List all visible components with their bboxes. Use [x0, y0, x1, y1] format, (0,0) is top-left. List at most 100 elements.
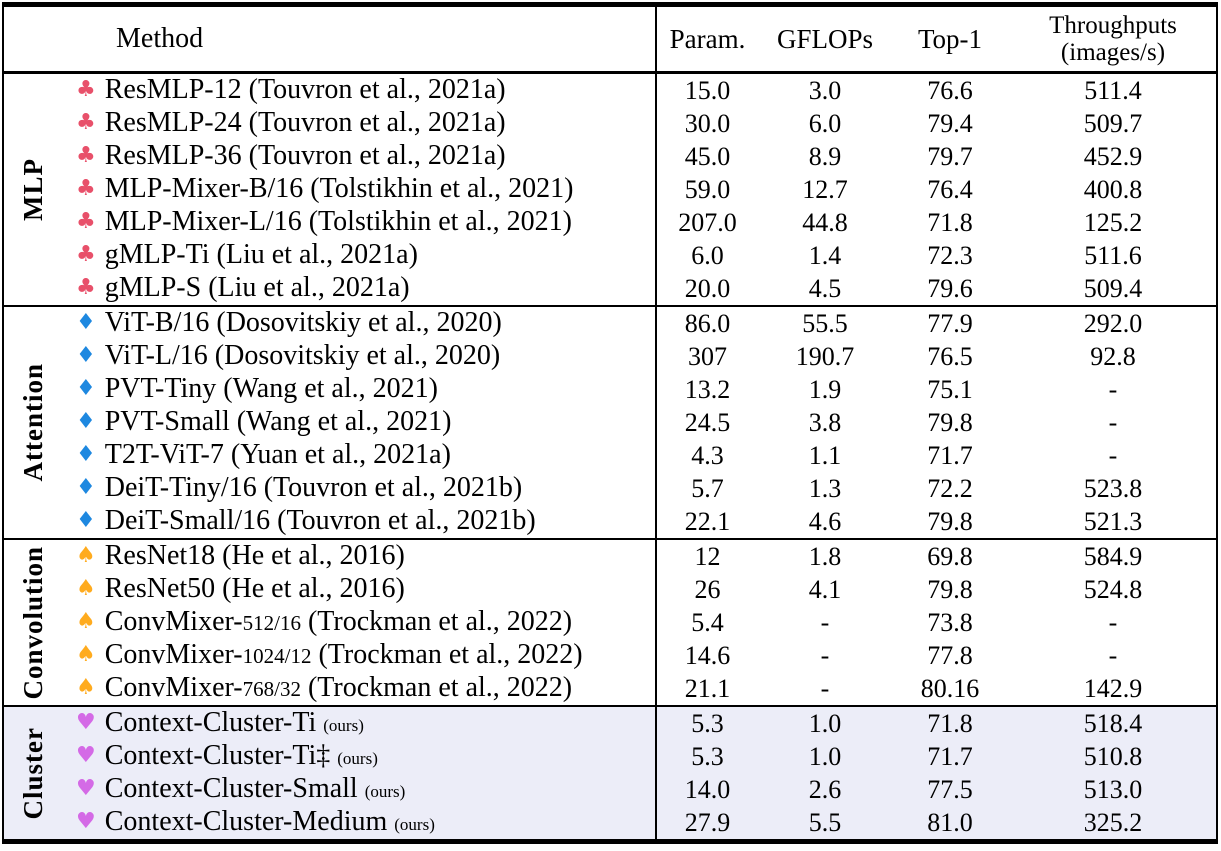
method-name: ConvMixer-1024/12 (Trockman et al., 2022… — [105, 640, 583, 671]
param-value: 86.0 — [684, 308, 731, 338]
gflops-value: 5.5 — [808, 807, 842, 837]
club-icon: ♣ — [76, 176, 96, 202]
method-cell: ♣ MLP-Mixer-B/16 (Tolstikhin et al., 2021… — [62, 174, 655, 205]
table-row-convolution-4: ♠ ConvMixer-768/32 (Trockman et al., 2022… — [62, 672, 1216, 705]
param-value: 14.6 — [684, 640, 731, 670]
method-cell: ♦ DeiT-Small/16 (Touvron et al., 2021b) — [62, 506, 655, 537]
method-cell: ♥ Context-Cluster-Ti (ours) — [62, 708, 655, 739]
method-name: PVT-Tiny (Wang et al., 2021) — [105, 374, 438, 405]
top1-value: 76.5 — [927, 341, 973, 371]
method-cell: ♥ Context-Cluster-Small (ours) — [62, 774, 655, 805]
method-name: DeiT-Tiny/16 (Touvron et al., 2021b) — [105, 473, 523, 504]
method-name: ResMLP-12 (Touvron et al., 2021a) — [105, 75, 506, 106]
club-icon: ♣ — [76, 209, 96, 235]
section-rows: ♠ ResNet18 (He et al., 2016) 12 1.8 69.8 584.… — [62, 540, 1216, 705]
method-name: ConvMixer-768/32 (Trockman et al., 2022) — [105, 673, 572, 704]
param-value: 5.3 — [691, 741, 724, 771]
method-cell: ♠ ResNet18 (He et al., 2016) — [62, 541, 655, 572]
method-cell: ♣ ResMLP-24 (Touvron et al., 2021a) — [62, 108, 655, 139]
method-name-part: Context-Cluster-Medium — [104, 807, 388, 838]
param-value: 59.0 — [684, 174, 731, 204]
gflops-value: 4.5 — [808, 273, 842, 303]
param-value: 307 — [688, 341, 727, 371]
table-row-mlp-5: ♣ gMLP-Ti (Liu et al., 2021a) 6.0 1.4 72.3 51… — [62, 239, 1216, 272]
diamond-icon: ♦ — [76, 310, 96, 336]
heart-icon: ♥ — [76, 809, 96, 835]
table-row-attention-1: ♦ ViT-L/16 (Dosovitskiy et al., 2020) 307 1… — [62, 340, 1216, 373]
gflops-value: 1.3 — [808, 473, 842, 503]
method-name: ViT-L/16 (Dosovitskiy et al., 2020) — [105, 341, 500, 372]
method-name: ResNet18 (He et al., 2016) — [105, 541, 405, 572]
group-label-text: Attention — [17, 363, 48, 482]
header-throughputs-line1: Throughputs — [1049, 12, 1177, 39]
method-citation: (Trockman et al., 2022) — [311, 640, 583, 671]
method-name-part: DeiT-Small/16 (Touvron et al., 2021b) — [104, 506, 536, 537]
diamond-icon: ♦ — [76, 343, 96, 369]
param-value: 15.0 — [684, 75, 731, 105]
top1-value: 80.16 — [920, 673, 980, 703]
top1-value: 76.4 — [927, 174, 973, 204]
spade-icon: ♠ — [76, 642, 96, 668]
throughput-value: 584.9 — [1083, 541, 1143, 571]
param-value: 207.0 — [678, 207, 737, 237]
method-name: MLP-Mixer-L/16 (Tolstikhin et al., 2021) — [105, 207, 572, 238]
gflops-value: - — [820, 673, 830, 703]
throughput-value: 524.8 — [1083, 574, 1143, 604]
gflops-value: 1.8 — [808, 541, 842, 571]
group-label-cluster: Cluster — [4, 707, 62, 839]
method-name-small: 512/16 — [242, 611, 301, 636]
param-value: 12 — [694, 541, 721, 571]
table-row-cluster-0: ♥ Context-Cluster-Ti (ours) 5.3 1.0 71.8 518.4 — [62, 707, 1216, 740]
method-name: ConvMixer-512/16 (Trockman et al., 2022) — [105, 607, 572, 638]
method-name-part: gMLP-Ti (Liu et al., 2021a) — [104, 240, 418, 271]
table-row-attention-3: ♦ PVT-Small (Wang et al., 2021) 24.5 3.8 79.… — [62, 406, 1216, 439]
club-icon: ♣ — [76, 143, 96, 169]
top1-value: 69.8 — [927, 541, 973, 571]
top1-value: 73.8 — [927, 607, 973, 637]
header-gflops: GFLOPs — [776, 23, 874, 54]
table-header: Method Param. GFLOPs Top-1 Throughputs (… — [4, 7, 1216, 74]
group-label-mlp: MLP — [4, 74, 62, 305]
method-name: Context-Cluster-Ti‡ (ours) — [105, 741, 378, 772]
table-row-cluster-1: ♥ Context-Cluster-Ti‡ (ours) 5.3 1.0 71.7 510.… — [62, 740, 1216, 773]
method-name: Context-Cluster-Ti (ours) — [105, 708, 364, 739]
gflops-value: 6.0 — [808, 108, 842, 138]
heart-icon: ♥ — [76, 743, 96, 769]
top1-value: 77.8 — [927, 640, 973, 670]
gflops-value: 44.8 — [802, 207, 848, 237]
gflops-value: 8.9 — [808, 141, 842, 171]
club-icon: ♣ — [76, 77, 96, 103]
throughput-value: 521.3 — [1083, 506, 1143, 536]
throughput-value: 509.7 — [1083, 108, 1143, 138]
param-value: 22.1 — [684, 506, 731, 536]
club-icon: ♣ — [76, 242, 96, 268]
method-cell: ♦ ViT-B/16 (Dosovitskiy et al., 2020) — [62, 308, 655, 339]
method-cell: ♦ PVT-Small (Wang et al., 2021) — [62, 407, 655, 438]
method-name-part: ConvMixer- — [104, 640, 243, 671]
throughput-value: 92.8 — [1090, 341, 1136, 371]
top1-value: 71.8 — [927, 708, 973, 738]
club-icon: ♣ — [76, 275, 96, 301]
ours-tag: (ours) — [364, 782, 406, 802]
header-throughputs-line2: (images/s) — [1060, 39, 1166, 66]
method-name-part: ViT-B/16 (Dosovitskiy et al., 2020) — [104, 308, 502, 339]
gflops-value: 1.0 — [808, 741, 842, 771]
header-top1: Top-1 — [917, 23, 983, 54]
method-name-part: MLP-Mixer-L/16 (Tolstikhin et al., 2021) — [104, 207, 572, 238]
param-value: 27.9 — [684, 807, 731, 837]
throughput-value: 511.4 — [1084, 75, 1142, 105]
throughput-value: 325.2 — [1083, 807, 1143, 837]
method-cell: ♣ ResMLP-36 (Touvron et al., 2021a) — [62, 141, 655, 172]
throughput-value: 513.0 — [1083, 774, 1143, 804]
ours-tag: (ours) — [323, 716, 364, 736]
param-value: 6.0 — [691, 240, 724, 270]
param-value: 14.0 — [684, 774, 731, 804]
top1-value: 72.2 — [927, 473, 973, 503]
top1-value: 75.1 — [927, 374, 973, 404]
spade-icon: ♠ — [76, 543, 96, 569]
header-param: Param. — [669, 23, 746, 54]
method-name-part: ResNet18 (He et al., 2016) — [104, 541, 405, 572]
top1-value: 79.8 — [927, 574, 973, 604]
method-name: Context-Cluster-Medium (ours) — [105, 807, 435, 838]
